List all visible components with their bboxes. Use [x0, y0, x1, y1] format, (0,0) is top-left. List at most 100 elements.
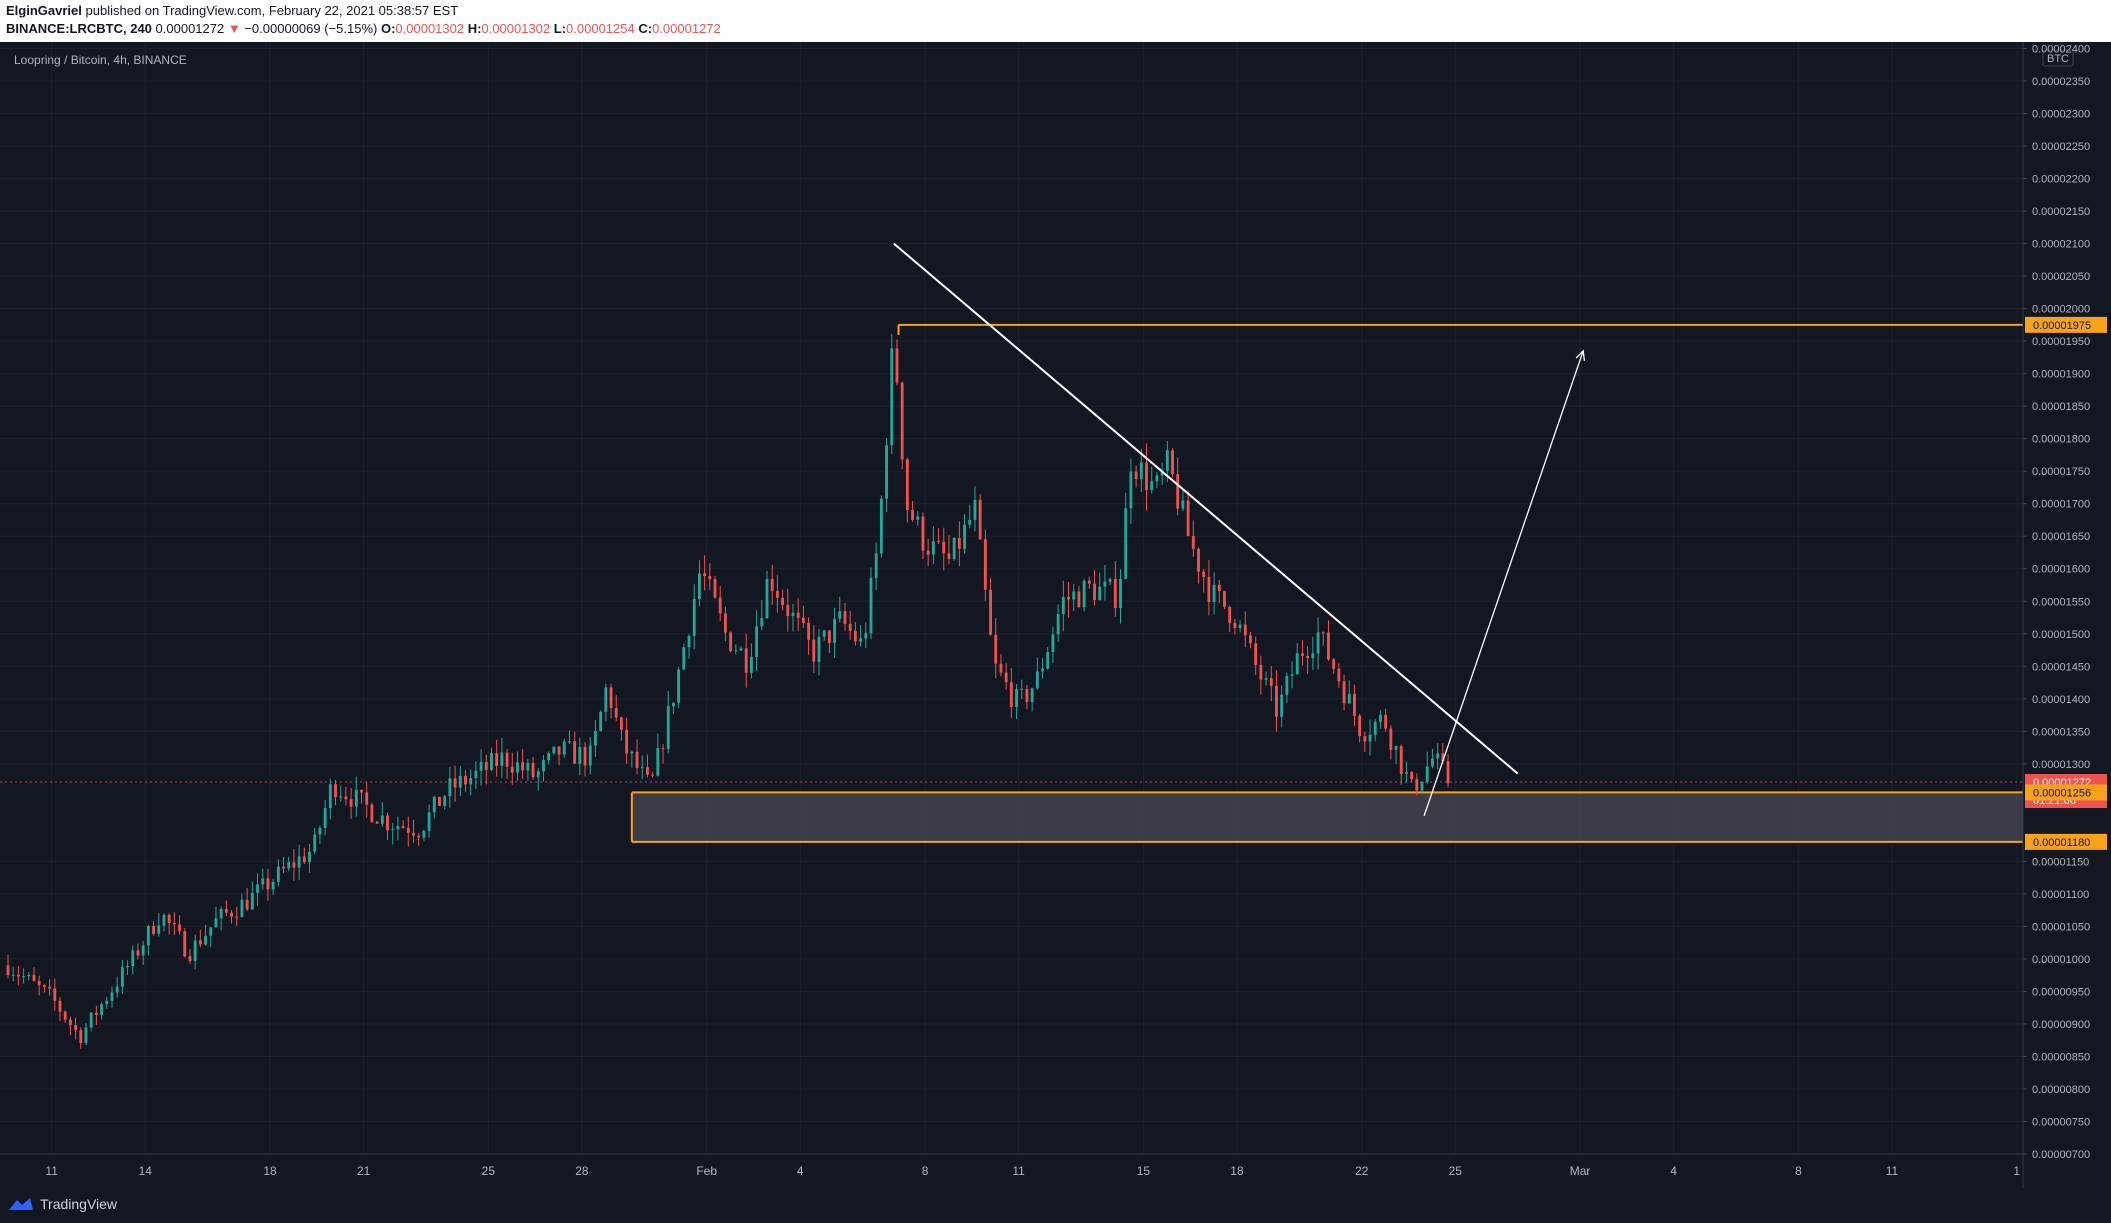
- candle-body[interactable]: [822, 630, 826, 637]
- candle-body[interactable]: [697, 573, 701, 599]
- candle-body[interactable]: [568, 741, 571, 743]
- candle-body[interactable]: [1212, 584, 1216, 603]
- candle-body[interactable]: [1176, 474, 1180, 509]
- candle-body[interactable]: [599, 711, 603, 731]
- candle-body[interactable]: [214, 918, 218, 928]
- candle-body[interactable]: [1306, 655, 1310, 659]
- candle-body[interactable]: [370, 804, 374, 822]
- candle-body[interactable]: [718, 597, 722, 614]
- candle-body[interactable]: [1108, 578, 1112, 582]
- candle-body[interactable]: [198, 940, 202, 945]
- candle-body[interactable]: [183, 931, 187, 957]
- candle-body[interactable]: [968, 519, 972, 525]
- candle-body[interactable]: [859, 638, 863, 642]
- candle-body[interactable]: [167, 914, 171, 924]
- candle-body[interactable]: [516, 762, 519, 773]
- candle-body[interactable]: [1285, 675, 1289, 695]
- candle-body[interactable]: [422, 830, 426, 838]
- candle-body[interactable]: [755, 626, 759, 657]
- tradingview-brand[interactable]: TradingView: [8, 1196, 117, 1212]
- candle-body[interactable]: [188, 956, 192, 962]
- candle-body[interactable]: [27, 974, 31, 977]
- candle-body[interactable]: [1311, 653, 1315, 659]
- candle-body[interactable]: [890, 348, 894, 446]
- candle-body[interactable]: [973, 499, 977, 520]
- candle-body[interactable]: [1436, 753, 1440, 759]
- candle-body[interactable]: [692, 598, 696, 636]
- candle-body[interactable]: [1051, 634, 1055, 653]
- candle-body[interactable]: [1025, 689, 1029, 703]
- candle-body[interactable]: [162, 914, 166, 926]
- candle-body[interactable]: [84, 1027, 88, 1043]
- candle-body[interactable]: [989, 589, 992, 635]
- candle-body[interactable]: [1009, 682, 1013, 708]
- candle-body[interactable]: [656, 748, 660, 776]
- candle-body[interactable]: [937, 541, 940, 543]
- candle-body[interactable]: [864, 633, 868, 639]
- candle-body[interactable]: [318, 827, 322, 835]
- drawings-layer[interactable]: [893, 242, 1586, 817]
- candle-body[interactable]: [276, 866, 280, 882]
- candle-body[interactable]: [1269, 678, 1273, 686]
- candle-body[interactable]: [1316, 632, 1320, 654]
- candle-body[interactable]: [1113, 578, 1117, 609]
- candle-body[interactable]: [53, 988, 57, 1001]
- candle-body[interactable]: [1197, 548, 1200, 572]
- candle-body[interactable]: [1254, 643, 1258, 665]
- candle-body[interactable]: [1363, 736, 1367, 742]
- projection-arrow-line[interactable]: [1423, 350, 1584, 817]
- candle-body[interactable]: [1171, 450, 1174, 475]
- candle-body[interactable]: [1035, 671, 1039, 689]
- candle-body[interactable]: [495, 753, 499, 766]
- candles-layer[interactable]: [6, 333, 1450, 1049]
- candle-body[interactable]: [952, 537, 956, 559]
- candle-body[interactable]: [391, 829, 395, 831]
- candle-body[interactable]: [1233, 622, 1237, 629]
- candle-body[interactable]: [942, 541, 946, 554]
- candle-body[interactable]: [261, 878, 265, 885]
- candle-body[interactable]: [1379, 714, 1382, 722]
- candle-body[interactable]: [386, 815, 389, 831]
- candle-body[interactable]: [271, 881, 275, 890]
- candle-body[interactable]: [146, 925, 150, 946]
- candle-body[interactable]: [630, 751, 634, 754]
- candle-body[interactable]: [547, 753, 551, 761]
- support-zone[interactable]: [631, 792, 2023, 842]
- candle-body[interactable]: [11, 974, 15, 976]
- candle-body[interactable]: [687, 635, 691, 648]
- candle-body[interactable]: [1228, 606, 1232, 623]
- candle-body[interactable]: [786, 604, 790, 617]
- candle-body[interactable]: [874, 553, 878, 578]
- candle-body[interactable]: [42, 985, 46, 987]
- candle-body[interactable]: [781, 597, 785, 605]
- candle-body[interactable]: [500, 752, 504, 766]
- candle-body[interactable]: [240, 899, 244, 917]
- candle-body[interactable]: [531, 762, 535, 778]
- candle-body[interactable]: [380, 815, 384, 824]
- candle-body[interactable]: [1202, 571, 1206, 577]
- candle-body[interactable]: [339, 796, 343, 798]
- candle-body[interactable]: [1015, 689, 1018, 708]
- candle-body[interactable]: [1082, 580, 1086, 608]
- candle-body[interactable]: [905, 459, 909, 510]
- candle-body[interactable]: [609, 687, 613, 709]
- candle-body[interactable]: [1077, 591, 1081, 608]
- candle-body[interactable]: [37, 980, 41, 986]
- candle-body[interactable]: [230, 912, 233, 917]
- candle-body[interactable]: [204, 935, 207, 945]
- price-chart[interactable]: BTC 0.00002400 0.00002350 0.00002300 0.0000…: [0, 42, 2111, 1188]
- candle-body[interactable]: [833, 618, 837, 643]
- candle-body[interactable]: [671, 702, 675, 707]
- candle-body[interactable]: [89, 1012, 93, 1028]
- candle-body[interactable]: [490, 753, 493, 770]
- candle-body[interactable]: [365, 792, 369, 805]
- candle-body[interactable]: [900, 382, 904, 460]
- candle-body[interactable]: [266, 878, 270, 890]
- candle-body[interactable]: [614, 708, 618, 718]
- candle-body[interactable]: [287, 862, 291, 869]
- candle-body[interactable]: [313, 834, 317, 852]
- candle-body[interactable]: [1264, 678, 1268, 680]
- candle-body[interactable]: [105, 1000, 109, 1005]
- candle-body[interactable]: [458, 775, 462, 788]
- candle-body[interactable]: [573, 741, 577, 764]
